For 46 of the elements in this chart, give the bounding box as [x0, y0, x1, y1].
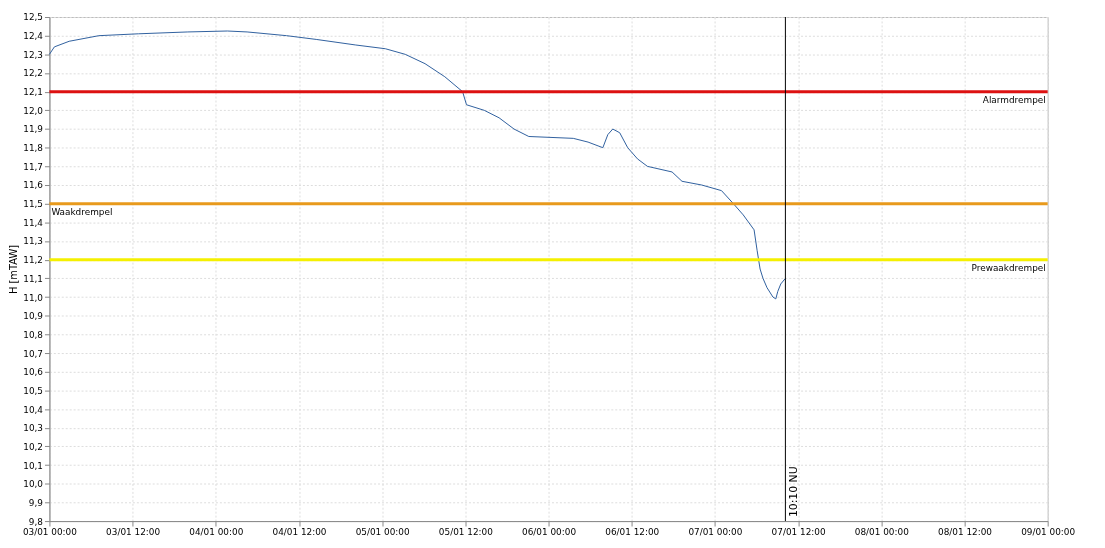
x-tick-label: 03/01 00:00: [22, 527, 78, 538]
x-tick-label: 06/01 12:00: [605, 527, 660, 538]
y-tick-label: 9,8: [28, 516, 44, 527]
y-tick-label: 12,4: [23, 31, 44, 42]
x-tick-label: 03/01 12:00: [106, 527, 161, 538]
x-tick-label: 07/01 12:00: [771, 527, 826, 538]
y-tick-label: 11,5: [23, 199, 43, 210]
x-tick-label: 09/01 00:00: [1021, 527, 1076, 538]
y-tick-label: 10,0: [23, 479, 44, 490]
ref-line-label: Alarmdrempel: [982, 94, 1046, 105]
y-tick-label: 10,1: [23, 460, 43, 471]
y-tick-label: 10,6: [23, 367, 44, 378]
y-axis-title: H [mTAW]: [8, 244, 20, 295]
y-tick-label: 10,4: [23, 404, 44, 415]
y-tick-label: 11,7: [23, 161, 43, 172]
x-tick-label: 05/01 00:00: [355, 527, 410, 538]
ref-line-label: Prewaakdrempel: [971, 262, 1046, 273]
ref-line-label: 10:10 NU: [787, 466, 801, 518]
y-tick-label: 9,9: [28, 497, 44, 508]
y-tick-label: 11,1: [23, 273, 43, 284]
y-tick-label: 10,2: [23, 441, 43, 452]
y-tick-label: 10,5: [23, 385, 43, 396]
y-tick-label: 12,0: [23, 105, 44, 116]
y-tick-label: 11,8: [23, 143, 44, 154]
y-tick-label: 12,1: [23, 87, 43, 98]
y-tick-label: 12,2: [23, 68, 43, 79]
y-tick-label: 11,9: [23, 124, 44, 135]
ref-line-label: Waakdrempel: [51, 206, 113, 217]
x-tick-label: 06/01 00:00: [522, 527, 577, 538]
x-tick-label: 07/01 00:00: [688, 527, 743, 538]
x-tick-label: 08/01 00:00: [854, 527, 910, 538]
y-tick-label: 11,0: [23, 292, 44, 303]
y-tick-label: 10,3: [23, 423, 43, 434]
y-tick-label: 11,3: [23, 236, 43, 247]
x-tick-label: 05/01 12:00: [438, 527, 494, 538]
y-tick-label: 12,5: [23, 12, 43, 23]
y-tick-label: 11,4: [23, 217, 44, 228]
y-tick-label: 10,9: [23, 311, 44, 322]
y-tick-label: 11,2: [23, 255, 43, 266]
y-tick-label: 10,8: [23, 329, 44, 340]
y-tick-label: 10,7: [23, 348, 43, 359]
x-tick-label: 04/01 00:00: [189, 527, 244, 538]
y-tick-label: 11,6: [23, 180, 44, 191]
x-tick-label: 08/01 12:00: [937, 527, 993, 538]
x-tick-label: 04/01 12:00: [272, 527, 327, 538]
y-tick-label: 12,3: [23, 49, 43, 60]
